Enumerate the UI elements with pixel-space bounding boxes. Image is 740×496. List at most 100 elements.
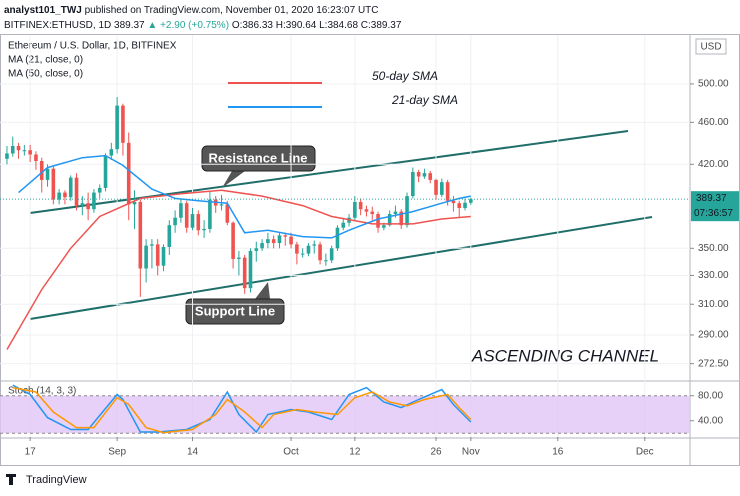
candle-body bbox=[51, 168, 56, 200]
candle-body bbox=[358, 201, 363, 210]
candle-body bbox=[364, 209, 369, 212]
candle-body bbox=[225, 204, 230, 223]
callout-pointer bbox=[255, 282, 270, 299]
candle-body bbox=[126, 142, 131, 205]
indicator: MA (21, close, 0) bbox=[8, 55, 83, 66]
sma-line bbox=[18, 154, 471, 239]
candle-body bbox=[22, 150, 27, 152]
currency-box bbox=[695, 38, 727, 55]
candle-body bbox=[416, 172, 421, 177]
countdown: 07:36:57 bbox=[694, 208, 733, 219]
candle-body bbox=[115, 105, 119, 150]
candle-body bbox=[370, 211, 375, 215]
candle-body bbox=[242, 257, 247, 289]
x-tick-label: 12 bbox=[349, 447, 361, 458]
candle-body bbox=[318, 244, 322, 261]
candle-body bbox=[271, 239, 276, 244]
support-line bbox=[29, 216, 653, 320]
candle-body bbox=[121, 105, 125, 143]
stoch-label: Stoch (14, 3, 3) bbox=[8, 386, 76, 397]
price-box bbox=[691, 191, 739, 222]
y-tick-label: 460.00 bbox=[698, 117, 729, 128]
legend-label: 50-day SMA bbox=[372, 69, 438, 83]
candle-body bbox=[428, 173, 433, 180]
x-tick-label: Nov bbox=[462, 447, 480, 458]
candle-body bbox=[184, 203, 189, 228]
candle-body bbox=[231, 222, 235, 259]
candle-body bbox=[132, 201, 137, 205]
y-tick-label: 310.00 bbox=[698, 299, 729, 310]
candle-body bbox=[463, 202, 467, 208]
author: analyst101_TWJ bbox=[4, 5, 82, 16]
candle-body bbox=[161, 246, 166, 266]
brand-logo bbox=[6, 474, 16, 485]
candle-body bbox=[34, 154, 38, 161]
candle-body bbox=[92, 192, 96, 210]
candle-body bbox=[329, 248, 334, 261]
x-tick-label: Oct bbox=[283, 447, 299, 458]
candle-body bbox=[202, 228, 206, 231]
last-price: 389.37 bbox=[696, 193, 727, 204]
candle-body bbox=[80, 203, 85, 206]
candle-body bbox=[393, 211, 398, 215]
candle-body bbox=[5, 153, 9, 159]
callout bbox=[185, 298, 285, 325]
candle-body bbox=[57, 192, 61, 200]
candle-body bbox=[335, 227, 340, 249]
x-tick-label: 17 bbox=[25, 447, 37, 458]
candle-body bbox=[39, 160, 44, 180]
candle-body bbox=[405, 196, 409, 226]
candle-body bbox=[312, 244, 317, 246]
candle-body bbox=[196, 214, 201, 231]
x-tick-label: 26 bbox=[430, 447, 442, 458]
x-tick-label: 16 bbox=[552, 447, 564, 458]
candle-body bbox=[10, 145, 15, 154]
symbol: BITFINEX:ETHUSD, 1D bbox=[4, 20, 111, 31]
candle-body bbox=[16, 145, 21, 151]
annotation: ASCENDING CHANNEL bbox=[471, 346, 659, 365]
candle-body bbox=[300, 253, 305, 255]
published: published on TradingView.com, November 0… bbox=[85, 5, 379, 16]
candle-body bbox=[289, 236, 293, 245]
candle-body bbox=[150, 244, 154, 246]
candle-body bbox=[103, 155, 108, 188]
stoch-line bbox=[12, 384, 472, 434]
candle-body bbox=[434, 179, 438, 195]
candle-body bbox=[63, 192, 67, 198]
candle-body bbox=[451, 200, 456, 204]
y-tick-label: 290.00 bbox=[698, 330, 729, 341]
stoch-band bbox=[0, 395, 690, 434]
x-tick-label: Sep bbox=[108, 447, 126, 458]
candle-body bbox=[248, 250, 253, 289]
candle-body bbox=[277, 235, 282, 244]
indicator: MA (50, close, 0) bbox=[8, 69, 83, 80]
x-tick-label: 14 bbox=[187, 447, 199, 458]
candle-body bbox=[28, 150, 32, 155]
candle-body bbox=[382, 225, 386, 228]
annotation: Support Line bbox=[195, 303, 275, 318]
y-tick-label: 330.00 bbox=[698, 270, 729, 281]
ohlc: O:386.33 H:390.64 L:384.68 C:389.37 bbox=[232, 20, 402, 31]
candle-body bbox=[144, 245, 148, 269]
candle-body bbox=[440, 182, 444, 195]
candle-body bbox=[411, 172, 415, 197]
stoch-line bbox=[12, 386, 472, 434]
grid bbox=[0, 35, 690, 437]
candle-body bbox=[341, 222, 346, 228]
candle-body bbox=[469, 199, 473, 203]
y-tick-label: 420.00 bbox=[698, 159, 729, 170]
callout-pointer bbox=[222, 171, 245, 188]
candle-body bbox=[295, 244, 299, 254]
candle-body bbox=[324, 260, 328, 262]
candle-body bbox=[260, 243, 264, 249]
brand: TradingView bbox=[26, 474, 87, 486]
candle-body bbox=[68, 177, 73, 198]
x-tick-label: Dec bbox=[636, 447, 654, 458]
candle-body bbox=[376, 214, 380, 228]
candle-body bbox=[173, 217, 177, 226]
candle-body bbox=[353, 201, 357, 218]
candle-body bbox=[155, 244, 160, 266]
candle-body bbox=[266, 239, 270, 244]
candle-body bbox=[445, 182, 450, 201]
